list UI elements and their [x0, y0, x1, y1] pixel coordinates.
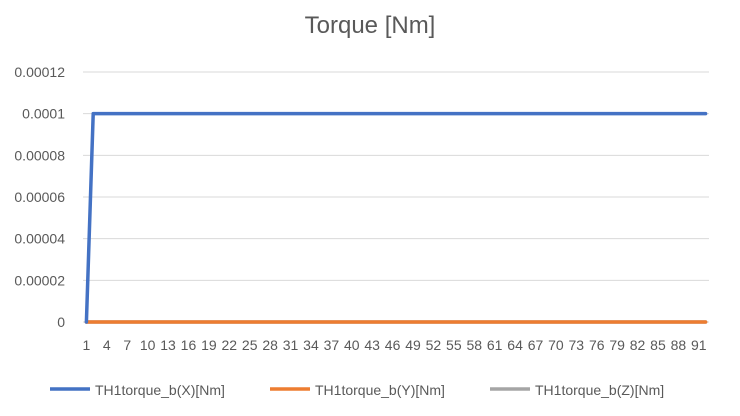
x-tick-label: 61 — [487, 337, 503, 353]
x-tick-label: 34 — [303, 337, 319, 353]
x-tick-label: 52 — [426, 337, 442, 353]
x-tick-label: 79 — [609, 337, 625, 353]
y-tick-label: 0.00006 — [14, 189, 65, 205]
x-tick-label: 16 — [181, 337, 197, 353]
x-tick-label: 67 — [528, 337, 544, 353]
x-tick-label: 76 — [589, 337, 605, 353]
x-tick-label: 55 — [446, 337, 462, 353]
x-tick-label: 73 — [569, 337, 585, 353]
x-tick-label: 91 — [691, 337, 707, 353]
x-tick-label: 25 — [242, 337, 258, 353]
x-tick-label: 64 — [507, 337, 523, 353]
x-tick-label: 58 — [466, 337, 482, 353]
y-tick-label: 0.0001 — [22, 106, 65, 122]
legend-label: TH1torque_b(Y)[Nm] — [315, 382, 445, 398]
x-tick-label: 10 — [140, 337, 156, 353]
y-tick-label: 0.00012 — [14, 64, 65, 80]
x-tick-label: 1 — [83, 337, 91, 353]
x-tick-label: 88 — [671, 337, 687, 353]
x-tick-label: 13 — [160, 337, 176, 353]
x-tick-label: 85 — [650, 337, 666, 353]
x-tick-label: 70 — [548, 337, 564, 353]
y-tick-label: 0.00002 — [14, 272, 65, 288]
x-tick-label: 82 — [630, 337, 646, 353]
x-tick-label: 31 — [283, 337, 299, 353]
x-tick-label: 49 — [405, 337, 421, 353]
y-tick-label: 0.00004 — [14, 231, 65, 247]
x-tick-label: 40 — [344, 337, 360, 353]
chart-title: Torque [Nm] — [304, 12, 436, 39]
legend-label: TH1torque_b(X)[Nm] — [95, 382, 225, 398]
y-tick-label: 0.00008 — [14, 147, 65, 163]
x-tick-label: 22 — [222, 337, 238, 353]
x-tick-label: 43 — [364, 337, 380, 353]
x-tick-label: 7 — [123, 337, 131, 353]
legend-label: TH1torque_b(Z)[Nm] — [535, 382, 664, 398]
y-tick-label: 0 — [57, 314, 65, 330]
x-tick-label: 19 — [201, 337, 217, 353]
x-tick-label: 28 — [262, 337, 278, 353]
x-tick-label: 46 — [385, 337, 401, 353]
x-tick-label: 37 — [324, 337, 340, 353]
x-tick-label: 4 — [103, 337, 111, 353]
series-line-x — [84, 111, 708, 324]
